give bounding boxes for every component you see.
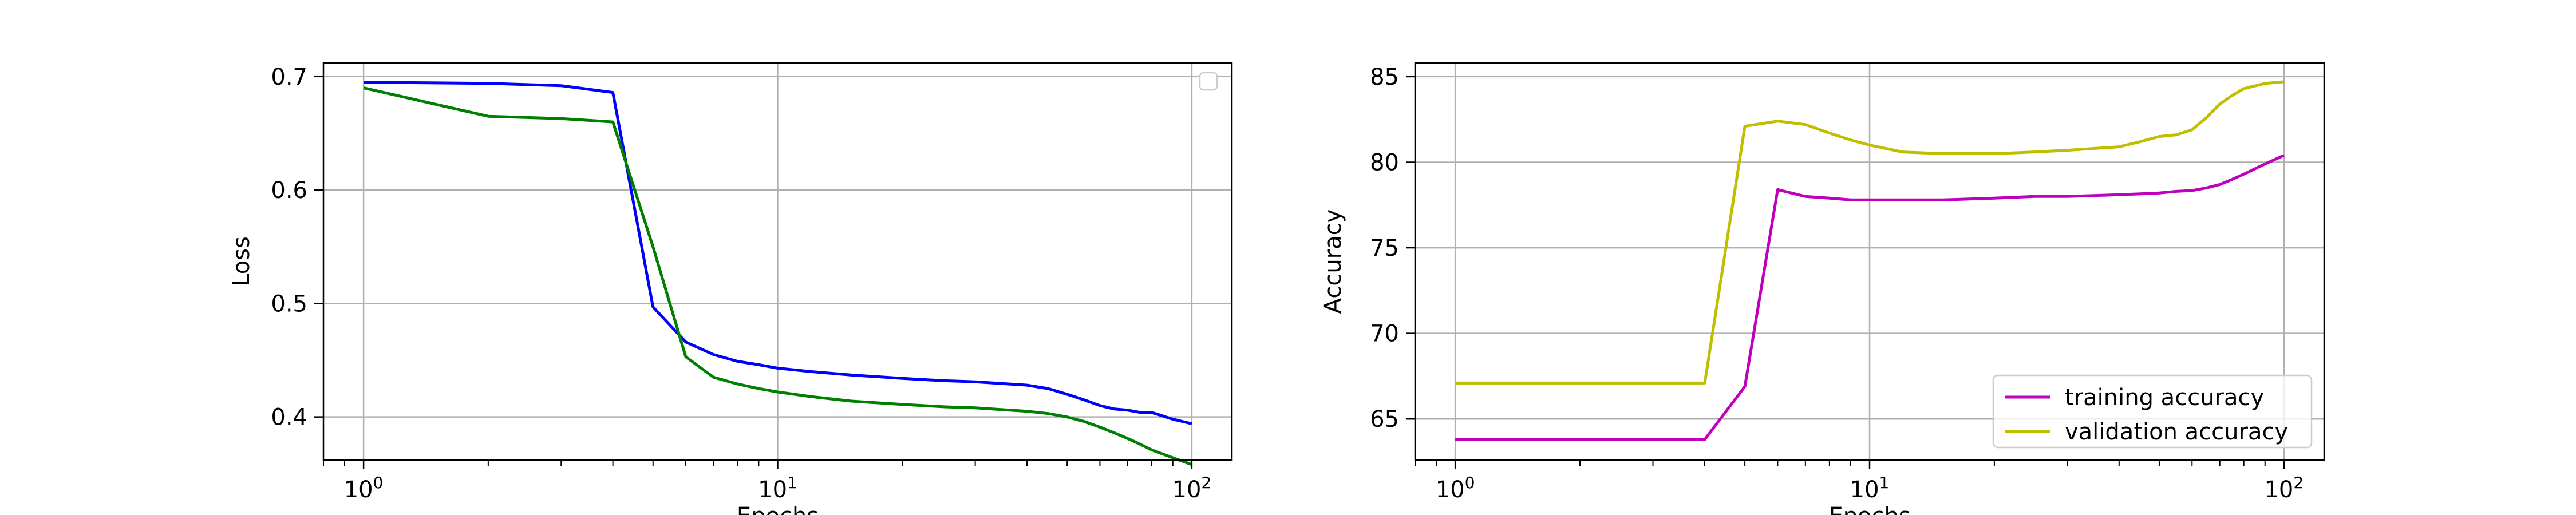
x-axis-label: Epochs <box>1828 503 1910 515</box>
legend-label: training accuracy <box>2065 385 2264 411</box>
legend-label: validation accuracy <box>2065 419 2288 445</box>
y-tick-label: 80 <box>1370 150 1399 176</box>
y-tick-label: 0.7 <box>271 64 307 90</box>
series-line-1 <box>364 81 1192 425</box>
y-axis-label: Loss <box>228 236 255 287</box>
y-tick-label: 0.6 <box>271 177 307 204</box>
y-tick-label: 0.4 <box>271 405 307 431</box>
series-line-validation-accuracy <box>1455 80 2285 385</box>
series-line-2 <box>363 86 1192 466</box>
legend-box-empty <box>1199 72 1218 91</box>
legend-box <box>1992 374 2313 449</box>
y-tick-label: 75 <box>1370 235 1399 262</box>
accuracy-chart: 1001011026570758085EpochsAccuracytrainin… <box>1320 62 2325 515</box>
x-tick-label: 100 <box>1436 473 1475 503</box>
y-tick-label: 65 <box>1370 406 1399 433</box>
series-line-training-accuracy <box>1455 154 2285 441</box>
y-tick-label: 0.5 <box>271 291 307 317</box>
y-tick-label: 85 <box>1370 64 1399 90</box>
y-tick-label: 70 <box>1370 321 1399 347</box>
x-tick-label: 102 <box>2264 473 2304 503</box>
x-axis-label: Epochs <box>737 503 819 515</box>
y-axis-label: Accuracy <box>1320 209 1346 314</box>
x-tick-label: 100 <box>344 473 384 503</box>
